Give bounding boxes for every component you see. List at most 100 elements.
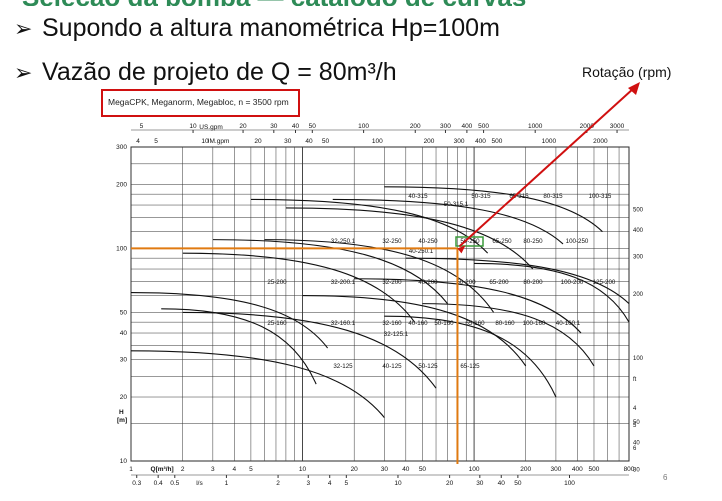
- pump-label: 80-315: [543, 193, 563, 200]
- pump-label: 32-250.1: [331, 238, 356, 245]
- top1-label: 5: [140, 123, 144, 130]
- pump-label: 50-250: [460, 238, 480, 245]
- curve-low: [182, 311, 437, 389]
- bottom1-unit: Q[m³/h]: [151, 466, 174, 473]
- curve-left: [130, 292, 329, 349]
- left-tick-label: 30: [120, 357, 128, 364]
- pump-label: 40-315: [408, 193, 428, 200]
- overlay: [131, 82, 640, 464]
- bottom2-label: 2: [276, 480, 280, 487]
- pump-label: 50-125: [418, 363, 438, 370]
- bottom1-label: 800: [624, 466, 635, 473]
- top1-label: 1000: [528, 123, 543, 130]
- right-ft-label: 200: [633, 292, 644, 298]
- chart-grid: [130, 146, 630, 462]
- bottom2-label: 100: [564, 480, 575, 487]
- top2-unit: IM.gpm: [208, 138, 230, 145]
- bottom2-label: 40: [498, 480, 506, 487]
- arrow-tail-icon: [457, 245, 466, 254]
- pump-label: 125-200: [593, 279, 616, 286]
- pump-label: 32-160.1: [331, 320, 356, 327]
- top2-label: 4: [136, 138, 140, 145]
- bottom1-label: 20: [351, 466, 359, 473]
- bottom2-label: 0.5: [170, 480, 179, 487]
- right-ft-label: 100: [633, 356, 644, 362]
- pump-label: 32-125.1: [384, 331, 409, 338]
- right-ft-unit: ft: [633, 377, 637, 383]
- bottom2-label: 0.4: [154, 480, 163, 487]
- arrow-bullet-icon: ➢: [14, 60, 33, 85]
- pump-label: 50-315.1: [444, 201, 469, 208]
- pump-label: 65-250: [492, 238, 512, 245]
- bottom1-label: 500: [589, 466, 600, 473]
- top2-label: 40: [305, 138, 313, 145]
- bottom2-label: 30: [476, 480, 484, 487]
- bottom1-label: 40: [402, 466, 410, 473]
- top2-label: 400: [475, 138, 486, 145]
- bottom2-label: 10: [394, 480, 402, 487]
- left-tick-label: 200: [116, 181, 127, 188]
- left-axis-unit: [m]: [117, 417, 127, 424]
- curve-low: [130, 350, 385, 418]
- top2-label: 100: [372, 138, 383, 145]
- arrow-bullet-icon: ➢: [14, 16, 33, 41]
- right-inner-label: 5: [633, 423, 637, 429]
- pump-label: 40-250.1: [409, 248, 434, 255]
- right-ft-label: 30: [633, 467, 640, 473]
- pump-label: 50-315: [471, 193, 491, 200]
- pump-label: 100-160: [523, 320, 546, 327]
- bullet-text-flow: Vazão de projeto de Q = 80m³/h: [42, 58, 397, 86]
- bottom2-unit: l/s: [196, 480, 203, 487]
- top1-label: 100: [358, 123, 369, 130]
- top2-label: 30: [284, 138, 292, 145]
- pump-label: 32-200.1: [331, 279, 356, 286]
- curve-low: [405, 257, 630, 305]
- curve-upper: [250, 198, 489, 254]
- arrow-head-icon: [628, 82, 640, 95]
- top1-label: 500: [478, 123, 489, 130]
- rotation-callout: Rotação (rpm): [582, 64, 672, 80]
- right-ft-label: 40: [633, 441, 640, 447]
- left-tick-label: 300: [116, 144, 127, 151]
- left-tick-label: 40: [120, 330, 128, 337]
- pump-label: 65-125: [460, 363, 480, 370]
- bottom2-label: 20: [446, 480, 454, 487]
- pump-label: 40-200: [418, 279, 438, 286]
- bottom2-label: 1: [225, 480, 229, 487]
- pump-label: 50-160: [434, 320, 454, 327]
- right-inner-label: 6: [633, 446, 637, 452]
- curve-upper: [332, 198, 564, 245]
- top2-label: 200: [424, 138, 435, 145]
- curve-upper: [285, 207, 534, 270]
- bottom1-label: 2: [181, 466, 185, 473]
- bottom2-label: 3: [306, 480, 310, 487]
- curve-mid: [264, 239, 495, 313]
- right-ft-label: 500: [633, 208, 644, 214]
- top1-label: 3000: [610, 123, 625, 130]
- top2-label: 20: [254, 138, 262, 145]
- pump-label: 50-200: [456, 279, 476, 286]
- left-axis-label: H: [119, 409, 124, 416]
- bottom1-label: 10: [299, 466, 307, 473]
- pump-label: 65-160: [465, 320, 485, 327]
- pump-label: 65-200: [489, 279, 509, 286]
- pump-curves: [130, 186, 630, 418]
- top1-label: 2000: [580, 123, 595, 130]
- pump-label: 32-250: [382, 238, 402, 245]
- right-ft-label: 50: [633, 420, 640, 426]
- top2-label: 500: [492, 138, 503, 145]
- top1-label: 300: [440, 123, 451, 130]
- bullet-text-head: Supondo a altura manométrica Hp=100m: [42, 14, 500, 42]
- pump-label: 32-125: [333, 363, 353, 370]
- chart-header-text: MegaCPK, Meganorm, Megabloc, n = 3500 rp…: [108, 97, 289, 107]
- bottom1-label: 5: [249, 466, 253, 473]
- pump-label: 65-315: [509, 193, 529, 200]
- bottom1-label: 100: [469, 466, 480, 473]
- bottom1-label: 400: [572, 466, 583, 473]
- pump-label: 100-315: [589, 193, 612, 200]
- curve-upper: [384, 186, 603, 232]
- left-tick-label: 100: [116, 245, 127, 252]
- bottom1-label: 50: [419, 466, 427, 473]
- pump-label: 25-200: [267, 279, 287, 286]
